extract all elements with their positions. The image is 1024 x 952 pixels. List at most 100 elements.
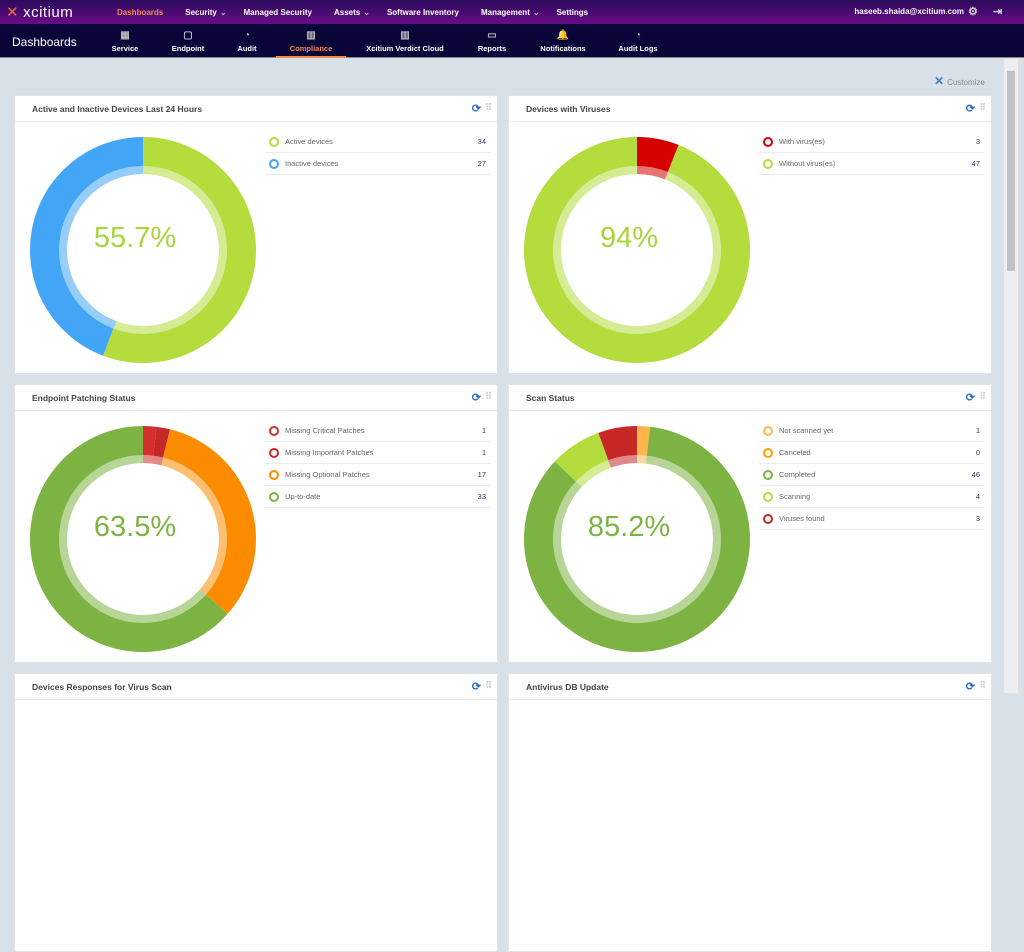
donut-slice-3[interactable] xyxy=(30,426,228,652)
legend-item[interactable]: With virus(es) 3 xyxy=(759,131,984,153)
chevron-down-icon: ⌄ xyxy=(363,7,370,17)
tab-audit-logs[interactable]: ◔ Audit Logs xyxy=(603,24,673,58)
widget-title: Scan Status xyxy=(526,393,575,403)
widget-endpoint-patching-status: Endpoint Patching Status ⟳ ⠿ 63.5% Missing C… xyxy=(14,384,498,663)
tab-label: Xcitium Verdict Cloud xyxy=(366,44,444,53)
legend-item[interactable]: Missing Critical Patches 1 xyxy=(265,420,490,442)
legend: Not scanned yet 1 Canceled 0 Completed 46 Scan… xyxy=(759,420,984,530)
legend: With virus(es) 3 Without virus(es) 47 xyxy=(759,131,984,175)
legend-value[interactable]: 3 xyxy=(975,514,980,523)
legend-dot-icon xyxy=(763,469,773,480)
tab-label: Notifications xyxy=(540,44,586,53)
legend-label: Missing Critical Patches xyxy=(285,426,365,435)
refresh-icon[interactable]: ⟳ xyxy=(965,681,975,693)
nav-item-security[interactable]: Security xyxy=(185,7,217,17)
settings-gear-icon[interactable]: ⚙ xyxy=(968,6,978,18)
nav-item-settings[interactable]: Settings xyxy=(556,7,589,17)
donut-slice-inner-4 xyxy=(608,455,637,468)
drag-handle-icon[interactable]: ⠿ xyxy=(485,102,492,112)
donut-slice-0[interactable] xyxy=(143,426,157,464)
legend-value[interactable]: 1 xyxy=(481,448,486,457)
refresh-icon[interactable]: ⟳ xyxy=(471,681,481,693)
donut-slice-0[interactable] xyxy=(637,426,651,464)
refresh-icon[interactable]: ⟳ xyxy=(965,392,975,404)
nav-item-assets[interactable]: Assets xyxy=(333,7,361,17)
tab-endpoint[interactable]: ▢ Endpoint xyxy=(158,24,218,58)
legend-item[interactable]: Not scanned yet 1 xyxy=(759,420,984,442)
widget-title: Active and Inactive Devices Last 24 Hour… xyxy=(32,104,203,114)
legend-item[interactable]: Scanning 4 xyxy=(759,486,984,508)
xcitium-logo-icon: ✕ xyxy=(6,4,20,21)
legend-item[interactable]: Inactive devices 27 xyxy=(265,153,490,175)
drag-handle-icon[interactable]: ⠿ xyxy=(485,391,492,401)
donut-slice-inner-0 xyxy=(637,455,647,464)
legend-item[interactable]: Missing Important Patches 1 xyxy=(265,442,490,464)
legend-value[interactable]: 4 xyxy=(975,492,980,501)
drag-handle-icon[interactable]: ⠿ xyxy=(979,102,986,112)
legend-dot-icon xyxy=(763,491,773,502)
drag-handle-icon[interactable]: ⠿ xyxy=(979,391,986,401)
widget-header: Scan Status ⟳ ⠿ xyxy=(509,385,991,411)
tab-audit[interactable]: ◔ Audit xyxy=(225,24,270,58)
tab-icon: ▥ xyxy=(400,30,410,41)
logout-icon[interactable]: ⇥ xyxy=(993,6,1003,18)
drag-handle-icon[interactable]: ⠿ xyxy=(485,680,492,690)
legend-value[interactable]: 17 xyxy=(477,470,486,479)
donut-slice-1[interactable] xyxy=(29,137,143,356)
donut-slice-0[interactable] xyxy=(103,137,256,363)
legend-value[interactable]: 47 xyxy=(971,159,980,168)
legend-value[interactable]: 33 xyxy=(477,492,486,501)
tab-icon: ▦ xyxy=(120,30,130,41)
refresh-icon[interactable]: ⟳ xyxy=(471,103,481,115)
legend-label: Viruses found xyxy=(779,514,825,523)
scrollbar-thumb[interactable] xyxy=(1007,71,1015,271)
donut-slice-4[interactable] xyxy=(598,426,637,468)
refresh-icon[interactable]: ⟳ xyxy=(471,392,481,404)
legend-item[interactable]: Canceled 0 xyxy=(759,442,984,464)
legend-item[interactable]: Active devices 34 xyxy=(265,131,490,153)
tab-service[interactable]: ▦ Service xyxy=(98,24,153,58)
legend-value[interactable]: 46 xyxy=(971,470,980,479)
legend-value[interactable]: 1 xyxy=(481,426,486,435)
legend-value[interactable]: 1 xyxy=(975,426,980,435)
tab-label: Compliance xyxy=(289,44,333,53)
legend-item[interactable]: Without virus(es) 47 xyxy=(759,153,984,175)
tab-reports[interactable]: ▭ Reports xyxy=(465,24,520,58)
widget-header: Devices Responses for Virus Scan ⟳ ⠿ xyxy=(15,674,497,700)
user-email[interactable]: haseeb.shaida@xcitium.com xyxy=(854,7,964,16)
tab-xcitium-verdict-cloud[interactable]: ▥ Xcitium Verdict Cloud xyxy=(343,24,468,58)
donut-slice-3[interactable] xyxy=(554,432,611,487)
donut-slice-inner-0 xyxy=(143,455,154,464)
widget-title: Antivirus DB Update xyxy=(526,682,609,692)
donut-slice-1[interactable] xyxy=(524,137,750,363)
legend-value[interactable]: 0 xyxy=(975,448,980,457)
legend-label: With virus(es) xyxy=(779,137,825,146)
customize-button[interactable]: ✕ Customize xyxy=(934,74,985,88)
legend-value[interactable]: 3 xyxy=(975,137,980,146)
tab-compliance[interactable]: ▥ Compliance xyxy=(276,24,346,58)
brand-logo[interactable]: ✕ xcitium xyxy=(6,3,106,22)
scrollbar[interactable] xyxy=(1004,59,1018,693)
donut-slice-2[interactable] xyxy=(524,426,750,652)
chevron-down-icon: ⌄ xyxy=(219,7,227,17)
page-title: Dashboards xyxy=(12,35,77,49)
nav-item-dashboards[interactable]: Dashboards xyxy=(117,7,164,17)
widget-header: Active and Inactive Devices Last 24 Hour… xyxy=(15,96,497,122)
legend-value[interactable]: 27 xyxy=(477,159,486,168)
legend-item[interactable]: Completed 46 xyxy=(759,464,984,486)
donut-slice-1[interactable] xyxy=(152,426,171,466)
donut-slice-2[interactable] xyxy=(161,429,256,614)
legend-value[interactable]: 34 xyxy=(477,137,486,146)
legend-item[interactable]: Up-to-date 33 xyxy=(265,486,490,508)
legend-item[interactable]: Viruses found 3 xyxy=(759,508,984,530)
refresh-icon[interactable]: ⟳ xyxy=(965,103,975,115)
legend-dot-icon xyxy=(269,158,279,169)
donut-slice-inner-0 xyxy=(637,166,668,180)
tab-notifications[interactable]: 🔔 Notifications xyxy=(521,24,606,58)
nav-item-software-inventory[interactable]: Software Inventory xyxy=(386,7,459,17)
legend-item[interactable]: Missing Optional Patches 17 xyxy=(265,464,490,486)
drag-handle-icon[interactable]: ⠿ xyxy=(979,680,986,690)
donut-slice-0[interactable] xyxy=(637,137,679,180)
nav-item-managed-security[interactable]: Managed Security xyxy=(243,7,312,17)
nav-item-management[interactable]: Management xyxy=(480,7,530,17)
